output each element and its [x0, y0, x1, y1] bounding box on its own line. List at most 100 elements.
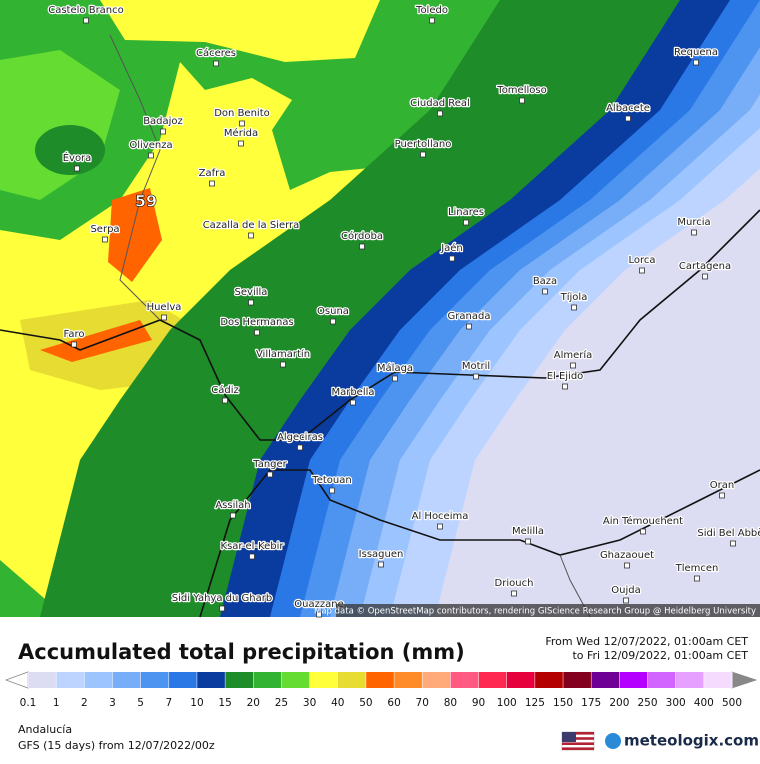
city-marker	[570, 362, 576, 369]
legend-swatch	[394, 672, 423, 688]
legend-label: 250	[637, 697, 657, 709]
city-marker	[378, 561, 384, 568]
city-label: Motril	[462, 361, 490, 372]
precip-band	[435, 0, 760, 617]
city-label: Évora	[63, 151, 92, 164]
legend-arrow	[731, 671, 758, 689]
city-marker	[280, 361, 286, 368]
city-labels: Castelo Branco Toledo Cáceres Requena Don Be…	[47, 4, 760, 618]
legend-label: 7	[165, 697, 172, 709]
city-marker	[473, 373, 479, 380]
legend-label: 10	[190, 697, 203, 709]
city-marker	[623, 597, 629, 604]
city-marker	[694, 575, 700, 582]
legend-label: 15	[218, 697, 231, 709]
coastline	[199, 469, 760, 618]
city-marker	[571, 304, 577, 311]
city-label: Cartagena	[679, 261, 731, 272]
city-label: Tlemcen	[675, 563, 719, 574]
legend-label: 50	[359, 697, 372, 709]
city-label: Jaén	[440, 242, 463, 254]
city-label: Serpa	[90, 224, 119, 235]
city-marker	[640, 528, 646, 535]
legend-label: 2	[81, 697, 88, 709]
city-marker	[449, 255, 455, 262]
city-label: Almería	[554, 349, 593, 361]
city-label: Cádiz	[211, 384, 239, 396]
city-label: Assilah	[215, 500, 250, 511]
city-label: Sidi Yahya du Gharb	[172, 593, 272, 604]
city-label: Osuna	[317, 306, 349, 317]
city-label: Huelva	[147, 302, 182, 313]
city-marker	[511, 590, 517, 597]
city-label: Tomelloso	[496, 85, 546, 96]
city-label: Oran	[710, 480, 734, 491]
legend-arrow	[4, 671, 29, 689]
city-marker	[230, 512, 236, 519]
city-marker	[702, 273, 708, 280]
city-label: El Ejido	[547, 371, 584, 382]
city-label: Cazalla de la Sierra	[203, 220, 300, 231]
city-marker	[254, 329, 260, 336]
city-label: Oujda	[611, 585, 640, 596]
city-marker	[297, 444, 303, 451]
city-marker	[463, 219, 469, 226]
city-marker	[359, 243, 365, 250]
legend-swatch	[647, 672, 677, 688]
city-marker	[160, 128, 166, 135]
city-label: Sevilla	[235, 287, 268, 298]
legend-swatch	[703, 672, 733, 688]
city-marker	[249, 553, 255, 560]
city-marker	[730, 540, 736, 547]
city-marker	[213, 60, 219, 67]
legend-swatch	[506, 672, 536, 688]
legend-label: 500	[722, 697, 742, 709]
legend-label: 60	[387, 697, 400, 709]
city-marker	[267, 471, 273, 478]
city-marker	[219, 605, 225, 612]
city-marker	[466, 323, 472, 330]
city-marker	[71, 341, 77, 348]
city-marker	[248, 299, 254, 306]
legend-label: 200	[609, 697, 629, 709]
city-marker	[625, 115, 631, 122]
city-label: Mérida	[224, 127, 258, 139]
city-marker	[209, 180, 215, 187]
city-label: Faro	[64, 329, 85, 340]
model-run: GFS (15 days) from 12/07/2022/00z	[18, 739, 215, 752]
date-to: to Fri 12/09/2022, 01:00am CET	[572, 649, 748, 662]
city-label: Córdoba	[341, 230, 383, 242]
legend-swatch	[253, 672, 282, 688]
legend-label: 400	[694, 697, 714, 709]
legend-label: 70	[416, 697, 429, 709]
legend-label: 40	[331, 697, 344, 709]
legend-swatch	[28, 672, 57, 688]
city-marker	[691, 229, 697, 236]
city-label: Ksar-el-Kebir	[221, 541, 285, 552]
legend-swatch	[225, 672, 254, 688]
city-label: Olivenza	[129, 140, 172, 151]
legend-label: 1	[53, 697, 60, 709]
city-label: Requena	[674, 47, 718, 58]
city-marker	[624, 562, 630, 569]
coastline	[0, 209, 760, 441]
precip-area	[35, 125, 105, 175]
city-marker	[719, 492, 725, 499]
legend-label: 80	[444, 697, 457, 709]
city-label: Ciudad Real	[410, 98, 470, 109]
city-label: Murcia	[677, 217, 710, 228]
city-label: Badajoz	[143, 116, 183, 127]
city-label: Driouch	[495, 578, 534, 589]
legend-swatch	[365, 672, 395, 688]
legend-swatch	[337, 672, 367, 688]
map: Castelo Branco Toledo Cáceres Requena Don Be…	[0, 0, 760, 618]
city-label: Al Hoceima	[412, 511, 469, 522]
city-label: Algeciras	[277, 432, 323, 443]
legend-label: 30	[303, 697, 316, 709]
city-label: Don Benito	[214, 108, 270, 119]
city-marker	[420, 151, 426, 158]
legend-label: 100	[497, 697, 517, 709]
city-marker	[525, 538, 531, 545]
legend-swatch	[140, 672, 170, 688]
